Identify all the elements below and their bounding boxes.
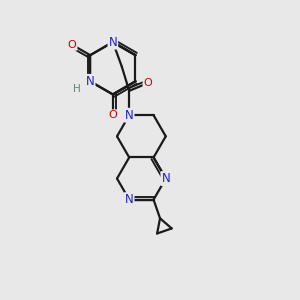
Text: N: N bbox=[109, 36, 117, 49]
Text: N: N bbox=[86, 75, 94, 88]
Text: N: N bbox=[125, 193, 134, 206]
Text: N: N bbox=[161, 172, 170, 185]
Text: O: O bbox=[68, 40, 76, 50]
Text: O: O bbox=[143, 78, 152, 88]
Text: H: H bbox=[74, 84, 81, 94]
Text: O: O bbox=[109, 110, 117, 120]
Text: N: N bbox=[125, 109, 134, 122]
